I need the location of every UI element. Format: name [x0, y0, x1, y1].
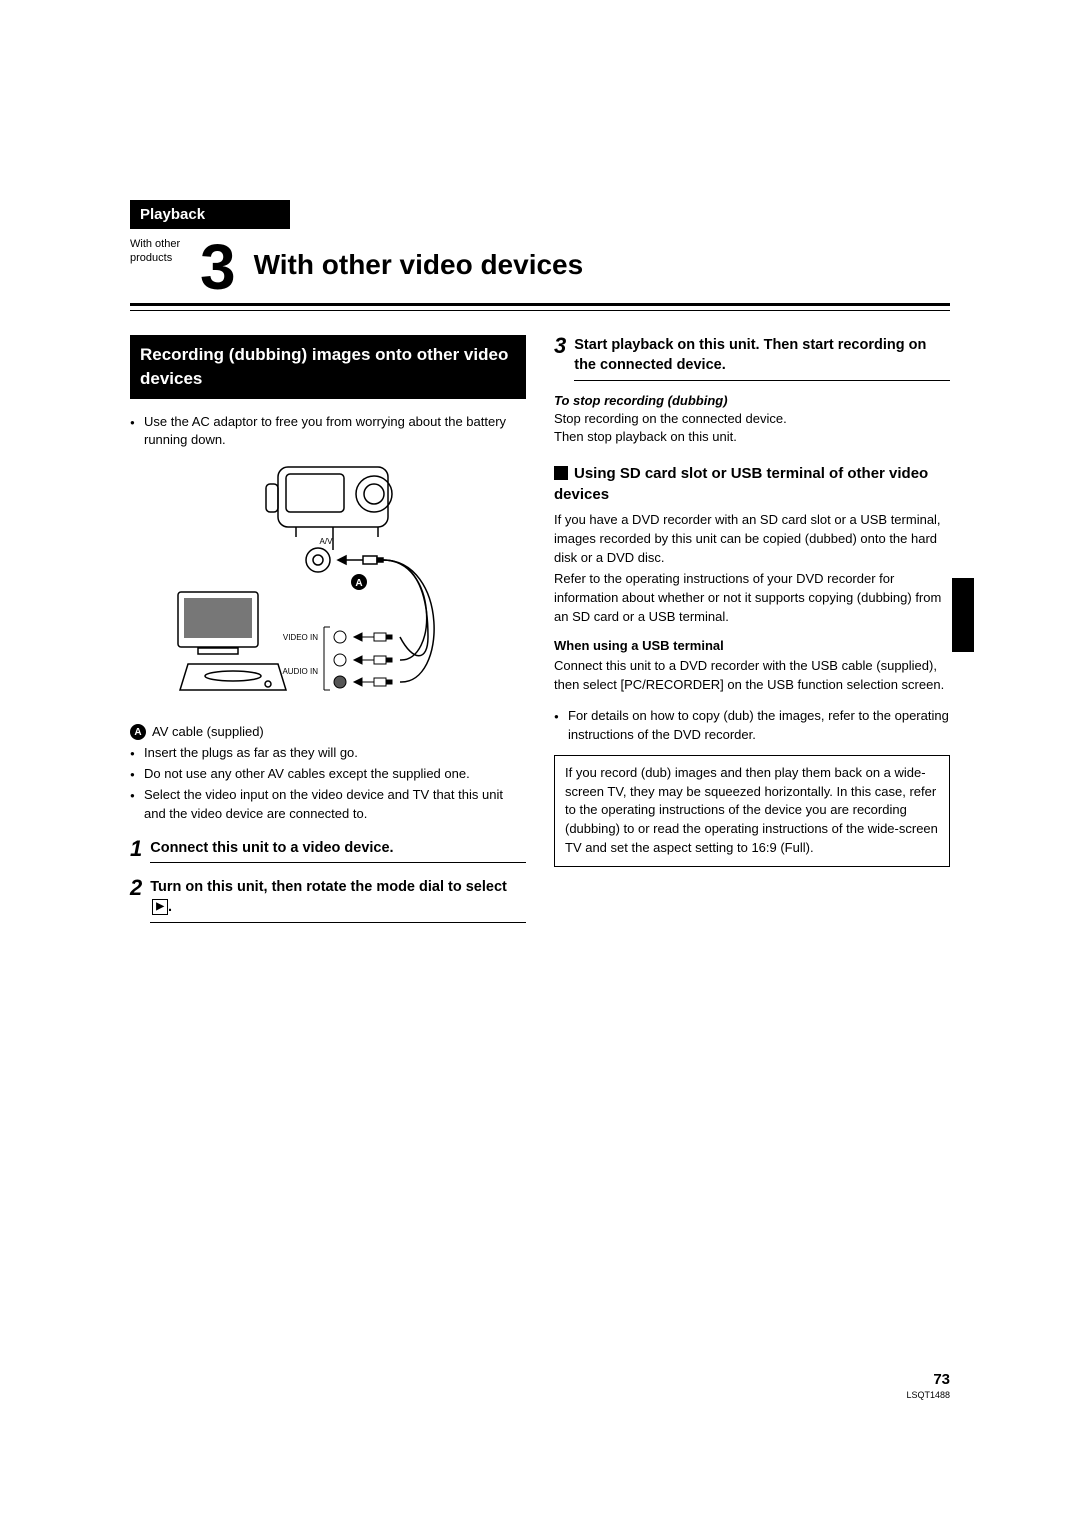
intro-bullet-list: Use the AC adaptor to free you from worr…: [130, 413, 526, 451]
cable-label: AV cable (supplied): [152, 724, 264, 739]
note-box: If you record (dub) images and then play…: [554, 755, 950, 867]
stop-heading: To stop recording (dubbing): [554, 393, 950, 408]
cable-bullet-2: Do not use any other AV cables except th…: [130, 765, 526, 784]
stop-body-1: Stop recording on the connected device.: [554, 410, 950, 429]
left-column: Recording (dubbing) images onto other vi…: [130, 335, 526, 923]
step-2: 2 Turn on this unit, then rotate the mod…: [130, 877, 526, 923]
step-3-text: Start playback on this unit. Then start …: [574, 335, 950, 376]
content-columns: Recording (dubbing) images onto other vi…: [130, 335, 950, 923]
step-1-text: Connect this unit to a video device.: [150, 838, 526, 858]
usb-bullet-list: For details on how to copy (dub) the ima…: [554, 707, 950, 745]
legend-letter-a: A: [130, 724, 146, 740]
step-number-1: 1: [130, 838, 142, 863]
step-divider: [574, 380, 950, 381]
divider-thin: [130, 310, 950, 311]
sd-para-1: If you have a DVD recorder with an SD ca…: [554, 511, 950, 568]
step-2-text: Turn on this unit, then rotate the mode …: [150, 877, 526, 918]
section-banner: Recording (dubbing) images onto other vi…: [130, 335, 526, 399]
intro-bullet: Use the AC adaptor to free you from worr…: [130, 413, 526, 451]
av-port-label: A/V: [320, 537, 334, 546]
chapter-title: With other video devices: [254, 249, 584, 281]
step-number-2: 2: [130, 877, 142, 923]
sd-para-2: Refer to the operating instructions of y…: [554, 570, 950, 627]
doc-code: LSQT1488: [906, 1390, 950, 1400]
connection-diagram: A/V A: [168, 462, 488, 712]
page-edge-tab: [952, 578, 974, 652]
video-in-label: VIDEO IN: [283, 633, 318, 642]
play-icon: ▶: [152, 899, 168, 915]
step-divider: [150, 862, 526, 863]
page-header: Playback With other products 3 With othe…: [130, 200, 950, 311]
stop-recording-section: To stop recording (dubbing) Stop recordi…: [554, 393, 950, 448]
stop-body-2: Then stop playback on this unit.: [554, 428, 950, 447]
usb-para: Connect this unit to a DVD recorder with…: [554, 657, 950, 695]
svg-text:A: A: [355, 578, 362, 589]
usb-bullet: For details on how to copy (dub) the ima…: [554, 707, 950, 745]
usb-heading: When using a USB terminal: [554, 638, 950, 653]
section-subtitle: With other products: [130, 237, 200, 266]
section-tab: Playback: [130, 200, 290, 229]
sd-usb-heading: Using SD card slot or USB terminal of ot…: [554, 463, 950, 505]
divider-thick: [130, 303, 950, 306]
chapter-number: 3: [200, 235, 236, 299]
square-bullet-icon: [554, 466, 568, 480]
step-number-3: 3: [554, 335, 566, 381]
cable-legend: A AV cable (supplied): [130, 724, 526, 740]
step-divider: [150, 922, 526, 923]
page-number: 73: [906, 1371, 950, 1388]
audio-in-label: AUDIO IN: [282, 667, 318, 676]
cable-bullet-list: Insert the plugs as far as they will go.…: [130, 744, 526, 823]
step-3: 3 Start playback on this unit. Then star…: [554, 335, 950, 381]
step-1: 1 Connect this unit to a video device.: [130, 838, 526, 863]
cable-bullet-3: Select the video input on the video devi…: [130, 786, 526, 824]
page-footer: 73 LSQT1488: [906, 1371, 950, 1400]
right-column: 3 Start playback on this unit. Then star…: [554, 335, 950, 923]
cable-bullet-1: Insert the plugs as far as they will go.: [130, 744, 526, 763]
